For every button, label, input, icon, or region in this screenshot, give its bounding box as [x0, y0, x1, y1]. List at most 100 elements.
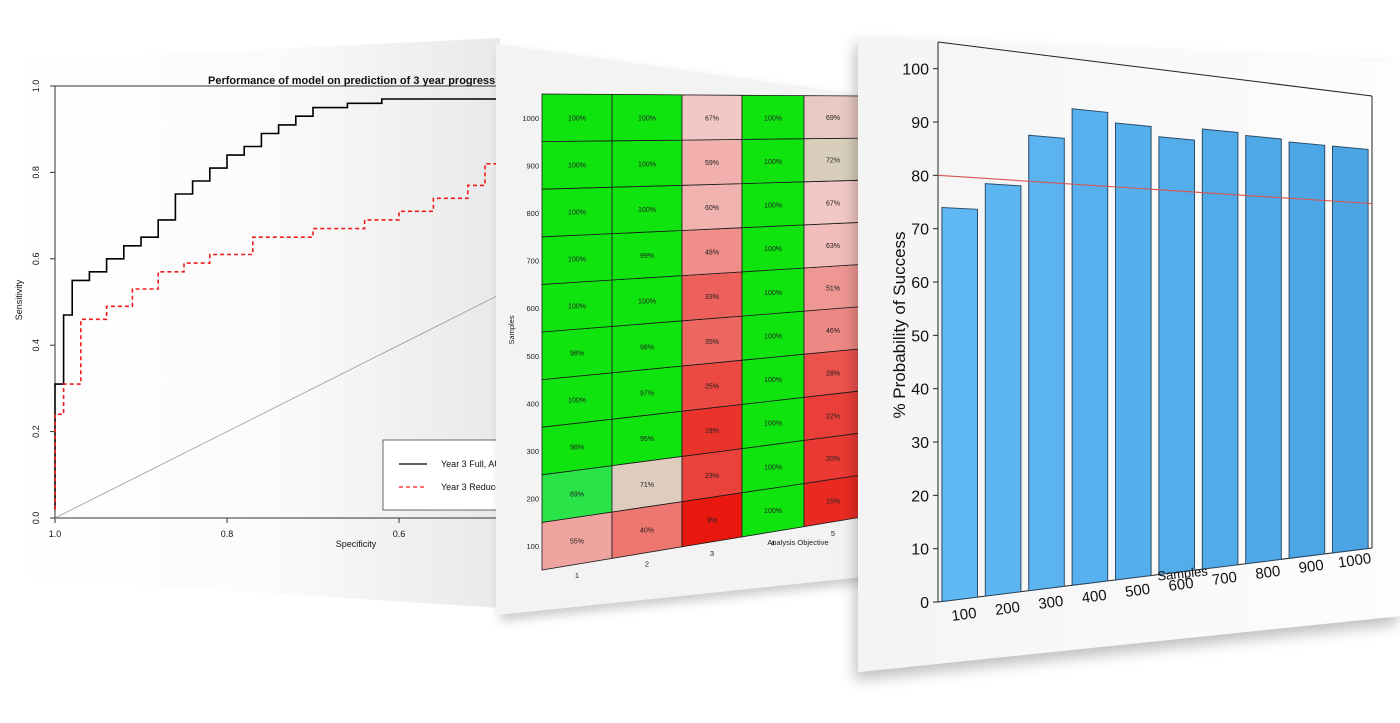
heatmap-y-tick-label: 400: [526, 399, 539, 408]
heatmap-cell-label: 100%: [764, 203, 782, 210]
roc-y-tick-label: 1.0: [31, 80, 41, 93]
heatmap-y-tick-label: 900: [526, 161, 539, 170]
heatmap-cell-label: 100%: [764, 377, 782, 384]
bar-x-tick-label: 900: [1298, 557, 1325, 577]
heatmap-cell-label: 100%: [568, 304, 586, 311]
heatmap-cell-label: 89%: [570, 492, 584, 499]
heatmap-cell-label: 18%: [705, 428, 719, 435]
roc-plot-group: 0.00.20.40.60.81.01.00.80.60.40.2Sensiti…: [14, 75, 508, 549]
roc-y-axis-label: Sensitivity: [14, 279, 24, 320]
heatmap-cell-label: 20%: [826, 456, 840, 463]
roc-diagonal-reference: [54, 85, 500, 519]
heatmap-y-tick-label: 500: [526, 352, 539, 361]
heatmap-x-tick-label: 5: [831, 529, 835, 538]
bar-600: [1158, 136, 1195, 576]
bar-x-tick-label: 100: [950, 605, 977, 625]
heatmap-cell-label: 100%: [764, 421, 782, 428]
heatmap-y-axis-label: Samples: [507, 315, 516, 344]
bar-700: [1201, 128, 1239, 570]
heatmap-cell-label: 67%: [826, 200, 840, 207]
heatmap-x-tick-label: 3: [710, 549, 714, 558]
heatmap-cell-label: 100%: [764, 333, 782, 340]
heatmap-cell-label: 40%: [640, 528, 654, 535]
bar-y-tick-label: 40: [911, 382, 929, 399]
heatmap-y-tick-label: 700: [526, 257, 539, 266]
bar-y-tick-label: 10: [911, 542, 929, 559]
heatmap-cell: [803, 95, 862, 140]
heatmap-cell-label: 100%: [568, 210, 586, 217]
heatmap-plot-group: 55% 40% 9% 100% 15% 100 89% 71% 23% 100% 20% 200 98%…: [507, 93, 862, 580]
bar-x-tick-label: 700: [1211, 569, 1238, 589]
bar-y-tick-label: 100: [902, 62, 929, 79]
heatmap-cell-label: 100%: [638, 116, 656, 123]
heatmap-cell-label: 95%: [640, 436, 654, 443]
bar-reference-line: [937, 174, 1373, 205]
roc-x-tick-label: 0.6: [393, 529, 406, 539]
heatmap-cell-label: 100%: [764, 115, 782, 122]
roc-legend-label-2: Year 3 Reduced: [441, 482, 505, 492]
bar-y-tick-label: 50: [911, 328, 929, 345]
bar-y-tick-label: 80: [911, 168, 929, 185]
heatmap-cell-label: 48%: [705, 249, 719, 256]
heatmap-cell-label: 100%: [764, 246, 782, 253]
roc-y-tick-label: 0.0: [31, 512, 41, 525]
bar-400: [1071, 108, 1109, 586]
heatmap-cell-label: 69%: [826, 115, 840, 122]
heatmap-cell-label: 100%: [764, 464, 782, 471]
heatmap-cell-label: 22%: [826, 413, 840, 420]
heatmap-y-tick-label: 1000: [522, 114, 539, 123]
roc-x-tick-label: 0.8: [221, 529, 234, 539]
heatmap-cell-label: 25%: [705, 383, 719, 390]
roc-legend-label-1: Year 3 Full, AUC: [441, 459, 508, 469]
heatmap-cell-label: 100%: [568, 257, 586, 264]
bar-y-tick-label: 70: [911, 222, 929, 239]
heatmap-cell-label: 51%: [826, 286, 840, 293]
heatmap-cell-label: 98%: [570, 351, 584, 358]
heatmap-cell-label: 100%: [638, 207, 656, 214]
heatmap-cell-label: 98%: [640, 345, 654, 352]
heatmap-cell-label: 98%: [570, 445, 584, 452]
heatmap-cell-label: 46%: [826, 328, 840, 335]
heatmap-cell-label: 63%: [826, 243, 840, 250]
bar-y-tick-label: 90: [911, 115, 929, 132]
heatmap-cell-label: 99%: [640, 253, 654, 260]
heatmap-cell-label: 100%: [764, 508, 782, 515]
heatmap-cell-label: 71%: [640, 482, 654, 489]
bar-plot-group: 0 10 20 30 40 50 60 70 80 90 100 100 200 300 400 500 600…: [890, 41, 1373, 625]
heatmap-cell-label: 59%: [705, 160, 719, 167]
heatmap-cell-label: 55%: [570, 539, 584, 546]
heatmap-cell-label: 23%: [705, 473, 719, 480]
heatmap-cell-label: 97%: [640, 390, 654, 397]
bar-y-tick-label: 0: [920, 595, 929, 612]
roc-x-tick-label: 1.0: [49, 529, 62, 539]
roc-y-tick-label: 0.8: [31, 166, 41, 179]
heatmap-cell-label: 35%: [705, 339, 719, 346]
bar-x-tick-label: 400: [1081, 587, 1108, 607]
heatmap-cell-label: 100%: [568, 163, 586, 170]
heatmap-cell-label: 100%: [638, 161, 656, 168]
bar-300: [1028, 134, 1065, 592]
bar-x-tick-label: 300: [1037, 593, 1064, 613]
heatmap-cell-label: 33%: [705, 294, 719, 301]
heatmap-y-tick-label: 800: [526, 209, 539, 218]
heatmap-cell-label: 28%: [826, 371, 840, 378]
bar-500: [1115, 122, 1152, 581]
bar-200: [984, 183, 1022, 597]
bar-x-tick-label: 800: [1254, 563, 1281, 583]
heatmap-cell-label: 9%: [707, 518, 717, 525]
heatmap-y-tick-label: 100: [526, 542, 539, 551]
heatmap-y-tick-label: 200: [526, 495, 539, 504]
heatmap-cell-label: 60%: [705, 205, 719, 212]
bar-1000: [1332, 145, 1369, 554]
heatmap-cell-label: 100%: [764, 290, 782, 297]
heatmap-x-tick-label: 1: [575, 571, 579, 580]
heatmap-cell-label: 100%: [568, 398, 586, 405]
roc-legend-box: [382, 439, 500, 511]
heatmap-x-tick-label: 4: [771, 539, 775, 548]
heatmap-y-tick-label: 600: [526, 304, 539, 313]
roc-y-tick-label: 0.6: [31, 253, 41, 266]
heatmap-x-axis-label: Analysis Objective: [767, 538, 828, 547]
